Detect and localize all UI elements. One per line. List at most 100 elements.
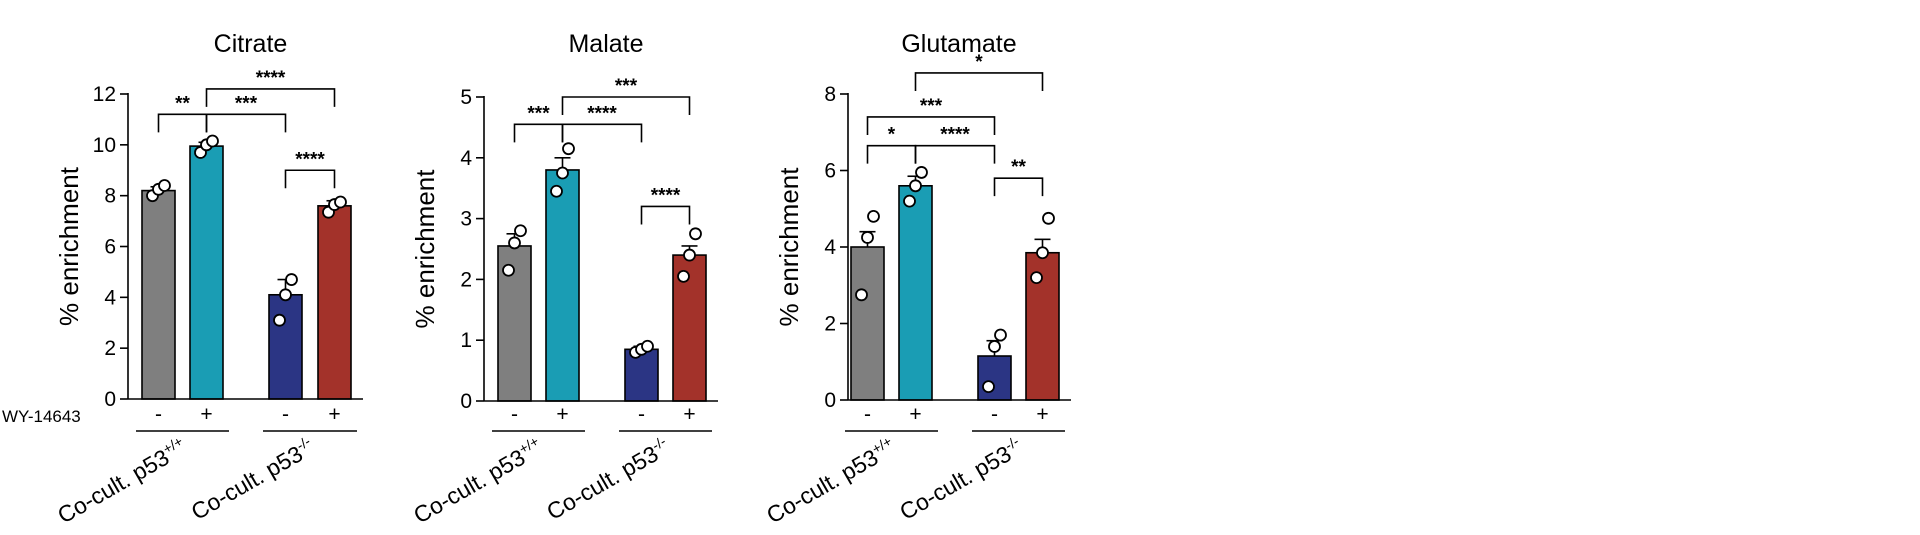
group-label-text: Co-cult. p53 [895,440,1015,525]
data-point [508,236,521,250]
significance-label: * [975,52,983,73]
data-point [915,166,928,179]
treatment-sign: - [638,403,645,426]
significance-bracket [914,72,1044,91]
data-point [562,142,575,156]
chart-title: Glutamate [901,30,1016,58]
significance-label: *** [615,76,638,97]
significance-label: * [888,125,896,146]
group-label: Co-cult. p53-/- [186,433,319,525]
y-tick-label: 8 [104,185,116,208]
significance-bracket [914,144,996,164]
data-point [861,231,874,244]
significance-bracket [561,96,691,115]
treatment-sign: + [683,403,695,426]
treatment-label: WY-14643 [2,407,81,426]
treatment-sign: - [511,403,518,426]
data-point [855,288,868,302]
data-point [285,273,298,286]
y-axis-label: % enrichment [774,167,804,327]
data-point [556,166,569,180]
y-axis-label: % enrichment [410,169,440,329]
data-point [909,179,922,193]
treatment-sign: + [556,403,568,426]
treatment-sign: - [155,403,162,426]
treatment-sign: + [328,403,340,426]
bar [141,189,176,400]
chart-title: Citrate [214,30,288,58]
chart-title: Malate [568,30,643,58]
y-tick-label: 2 [824,313,836,336]
data-point [1036,246,1049,260]
data-point [279,288,292,302]
significance-label: *** [527,103,550,124]
y-tick-label: 0 [104,388,116,411]
treatment-sign: - [282,403,289,426]
group-label: Co-cult. p53+/+ [53,433,191,529]
group-label-text: Co-cult. p53 [53,444,173,529]
y-tick-label: 5 [460,86,472,109]
bar [189,145,224,400]
data-point [273,313,286,327]
y-tick-label: 12 [93,83,116,106]
significance-bracket [993,177,1044,197]
y-tick-label: 3 [460,208,472,231]
data-point [689,227,702,241]
significance-bracket [157,113,208,133]
y-tick-label: 4 [104,286,116,309]
bar [268,293,303,400]
data-point [1042,211,1055,225]
significance-bracket [205,88,336,107]
data-point [206,134,219,148]
data-point [1030,271,1043,285]
treatment-sign: + [1036,403,1048,426]
data-point [502,263,515,277]
treatment-sign: - [991,403,998,426]
y-tick-label: 6 [104,236,116,259]
group-label: Co-cult. p53+/+ [762,433,900,529]
bar [898,185,933,401]
y-tick-label: 6 [824,160,836,183]
significance-label: **** [940,125,970,146]
treatment-sign: - [864,403,871,426]
data-point [683,248,696,262]
significance-label: ** [175,93,190,114]
data-point [550,184,563,198]
significance-label: **** [295,149,325,170]
data-point [982,380,995,394]
data-point [994,328,1007,342]
data-point [903,194,916,208]
group-label-text: Co-cult. p53 [542,440,662,525]
y-tick-label: 4 [460,147,472,170]
data-point [514,224,527,238]
significance-bracket [284,169,336,189]
significance-bracket [866,116,996,135]
data-point [988,340,1001,353]
group-label: Co-cult. p53-/- [895,433,1028,525]
group-label: Co-cult. p53-/- [542,433,675,525]
y-axis-label: % enrichment [54,166,84,326]
y-tick-label: 2 [104,337,116,360]
data-point [867,209,880,223]
y-tick-label: 8 [824,83,836,106]
y-tick-label: 10 [93,134,116,157]
group-label-text: Co-cult. p53 [409,444,529,529]
group-label: Co-cult. p53+/+ [409,433,547,529]
significance-bracket [866,144,917,164]
significance-label: ** [1011,157,1026,178]
significance-label: *** [235,93,258,114]
data-point [677,269,690,283]
y-tick-label: 0 [824,389,836,412]
significance-bracket [640,205,691,225]
significance-label: **** [651,185,681,206]
data-point [158,179,171,192]
group-label-text: Co-cult. p53 [187,440,307,525]
treatment-sign: + [909,403,921,426]
bar [977,355,1012,401]
bar [624,348,659,402]
bar [317,205,352,400]
